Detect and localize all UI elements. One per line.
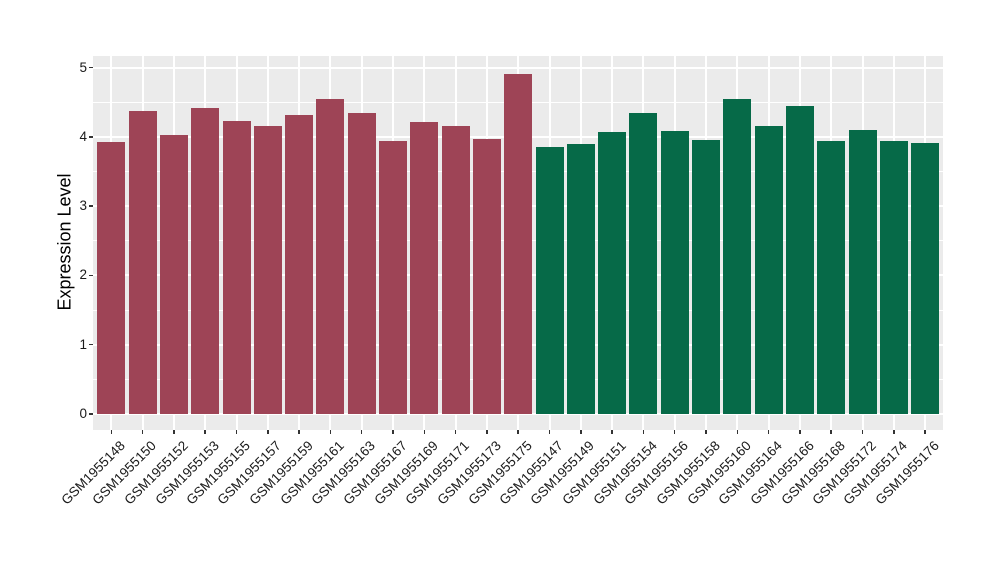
x-tick-mark (611, 430, 613, 434)
x-tick-mark (517, 430, 519, 434)
bar-GSM1955166 (785, 105, 814, 414)
bar-GSM1955163 (347, 112, 376, 414)
x-tick-mark (861, 430, 864, 434)
x-tick-mark (423, 430, 426, 434)
bar-GSM1955156 (660, 131, 689, 414)
y-tick-label: 1 (79, 336, 87, 352)
y-tick-label: 5 (79, 59, 87, 75)
x-tick-mark (673, 430, 676, 434)
bar-GSM1955169 (410, 121, 439, 414)
bar-GSM1955147 (535, 147, 564, 414)
y-tick-label: 3 (79, 198, 87, 214)
y-tick-mark (89, 343, 93, 346)
bar-GSM1955159 (285, 115, 314, 414)
y-tick-mark (89, 136, 93, 138)
y-tick-mark (89, 413, 93, 415)
plot-panel (93, 56, 943, 430)
bar-GSM1955175 (504, 73, 533, 414)
y-tick-label: 0 (79, 406, 87, 421)
x-tick-mark (705, 430, 707, 434)
x-tick-mark (486, 430, 488, 434)
x-tick-mark (736, 430, 739, 434)
y-tick-label: 2 (79, 267, 87, 283)
y-tick-mark (89, 274, 93, 277)
x-tick-mark (173, 430, 175, 434)
x-tick-mark (141, 430, 144, 434)
x-tick-mark (799, 430, 801, 434)
bar-GSM1955157 (253, 126, 282, 414)
bar-GSM1955152 (159, 135, 188, 414)
y-tick-label: 4 (79, 128, 87, 144)
x-tick-mark (548, 430, 551, 434)
bar-GSM1955174 (879, 140, 908, 414)
bar-GSM1955173 (472, 138, 501, 414)
bar-GSM1955149 (566, 143, 595, 414)
bar-GSM1955158 (692, 139, 720, 414)
y-tick-mark (89, 205, 93, 207)
bar-GSM1955148 (97, 141, 126, 414)
x-tick-mark (329, 430, 332, 434)
major-gridline (93, 413, 943, 415)
x-tick-mark (298, 430, 300, 434)
x-tick-mark (767, 430, 770, 434)
x-tick-mark (830, 430, 832, 434)
y-tick-mark (89, 66, 93, 69)
x-tick-mark (235, 430, 238, 434)
x-tick-mark (642, 430, 645, 434)
y-axis-title: Expression Level (54, 173, 75, 311)
bar-GSM1955167 (379, 140, 407, 414)
bar-GSM1955150 (128, 111, 157, 414)
bar-GSM1955164 (754, 126, 783, 414)
x-tick-mark (204, 430, 206, 434)
x-tick-mark (454, 430, 457, 434)
major-gridline (93, 66, 943, 69)
x-tick-mark (360, 430, 363, 434)
bar-GSM1955155 (222, 120, 251, 414)
bar-GSM1955171 (441, 125, 470, 414)
x-tick-mark (893, 430, 895, 434)
bar-GSM1955176 (911, 143, 940, 414)
bar-GSM1955151 (598, 131, 627, 414)
x-tick-mark (924, 430, 926, 434)
x-tick-mark (580, 430, 582, 434)
bar-GSM1955172 (848, 129, 877, 414)
bar-GSM1955154 (629, 113, 658, 414)
bar-GSM1955153 (191, 108, 220, 414)
x-tick-mark (110, 430, 113, 434)
x-tick-mark (267, 430, 269, 434)
x-tick-mark (392, 430, 394, 434)
bar-GSM1955168 (817, 140, 846, 414)
bar-GSM1955161 (316, 98, 345, 414)
bar-GSM1955160 (723, 98, 752, 414)
